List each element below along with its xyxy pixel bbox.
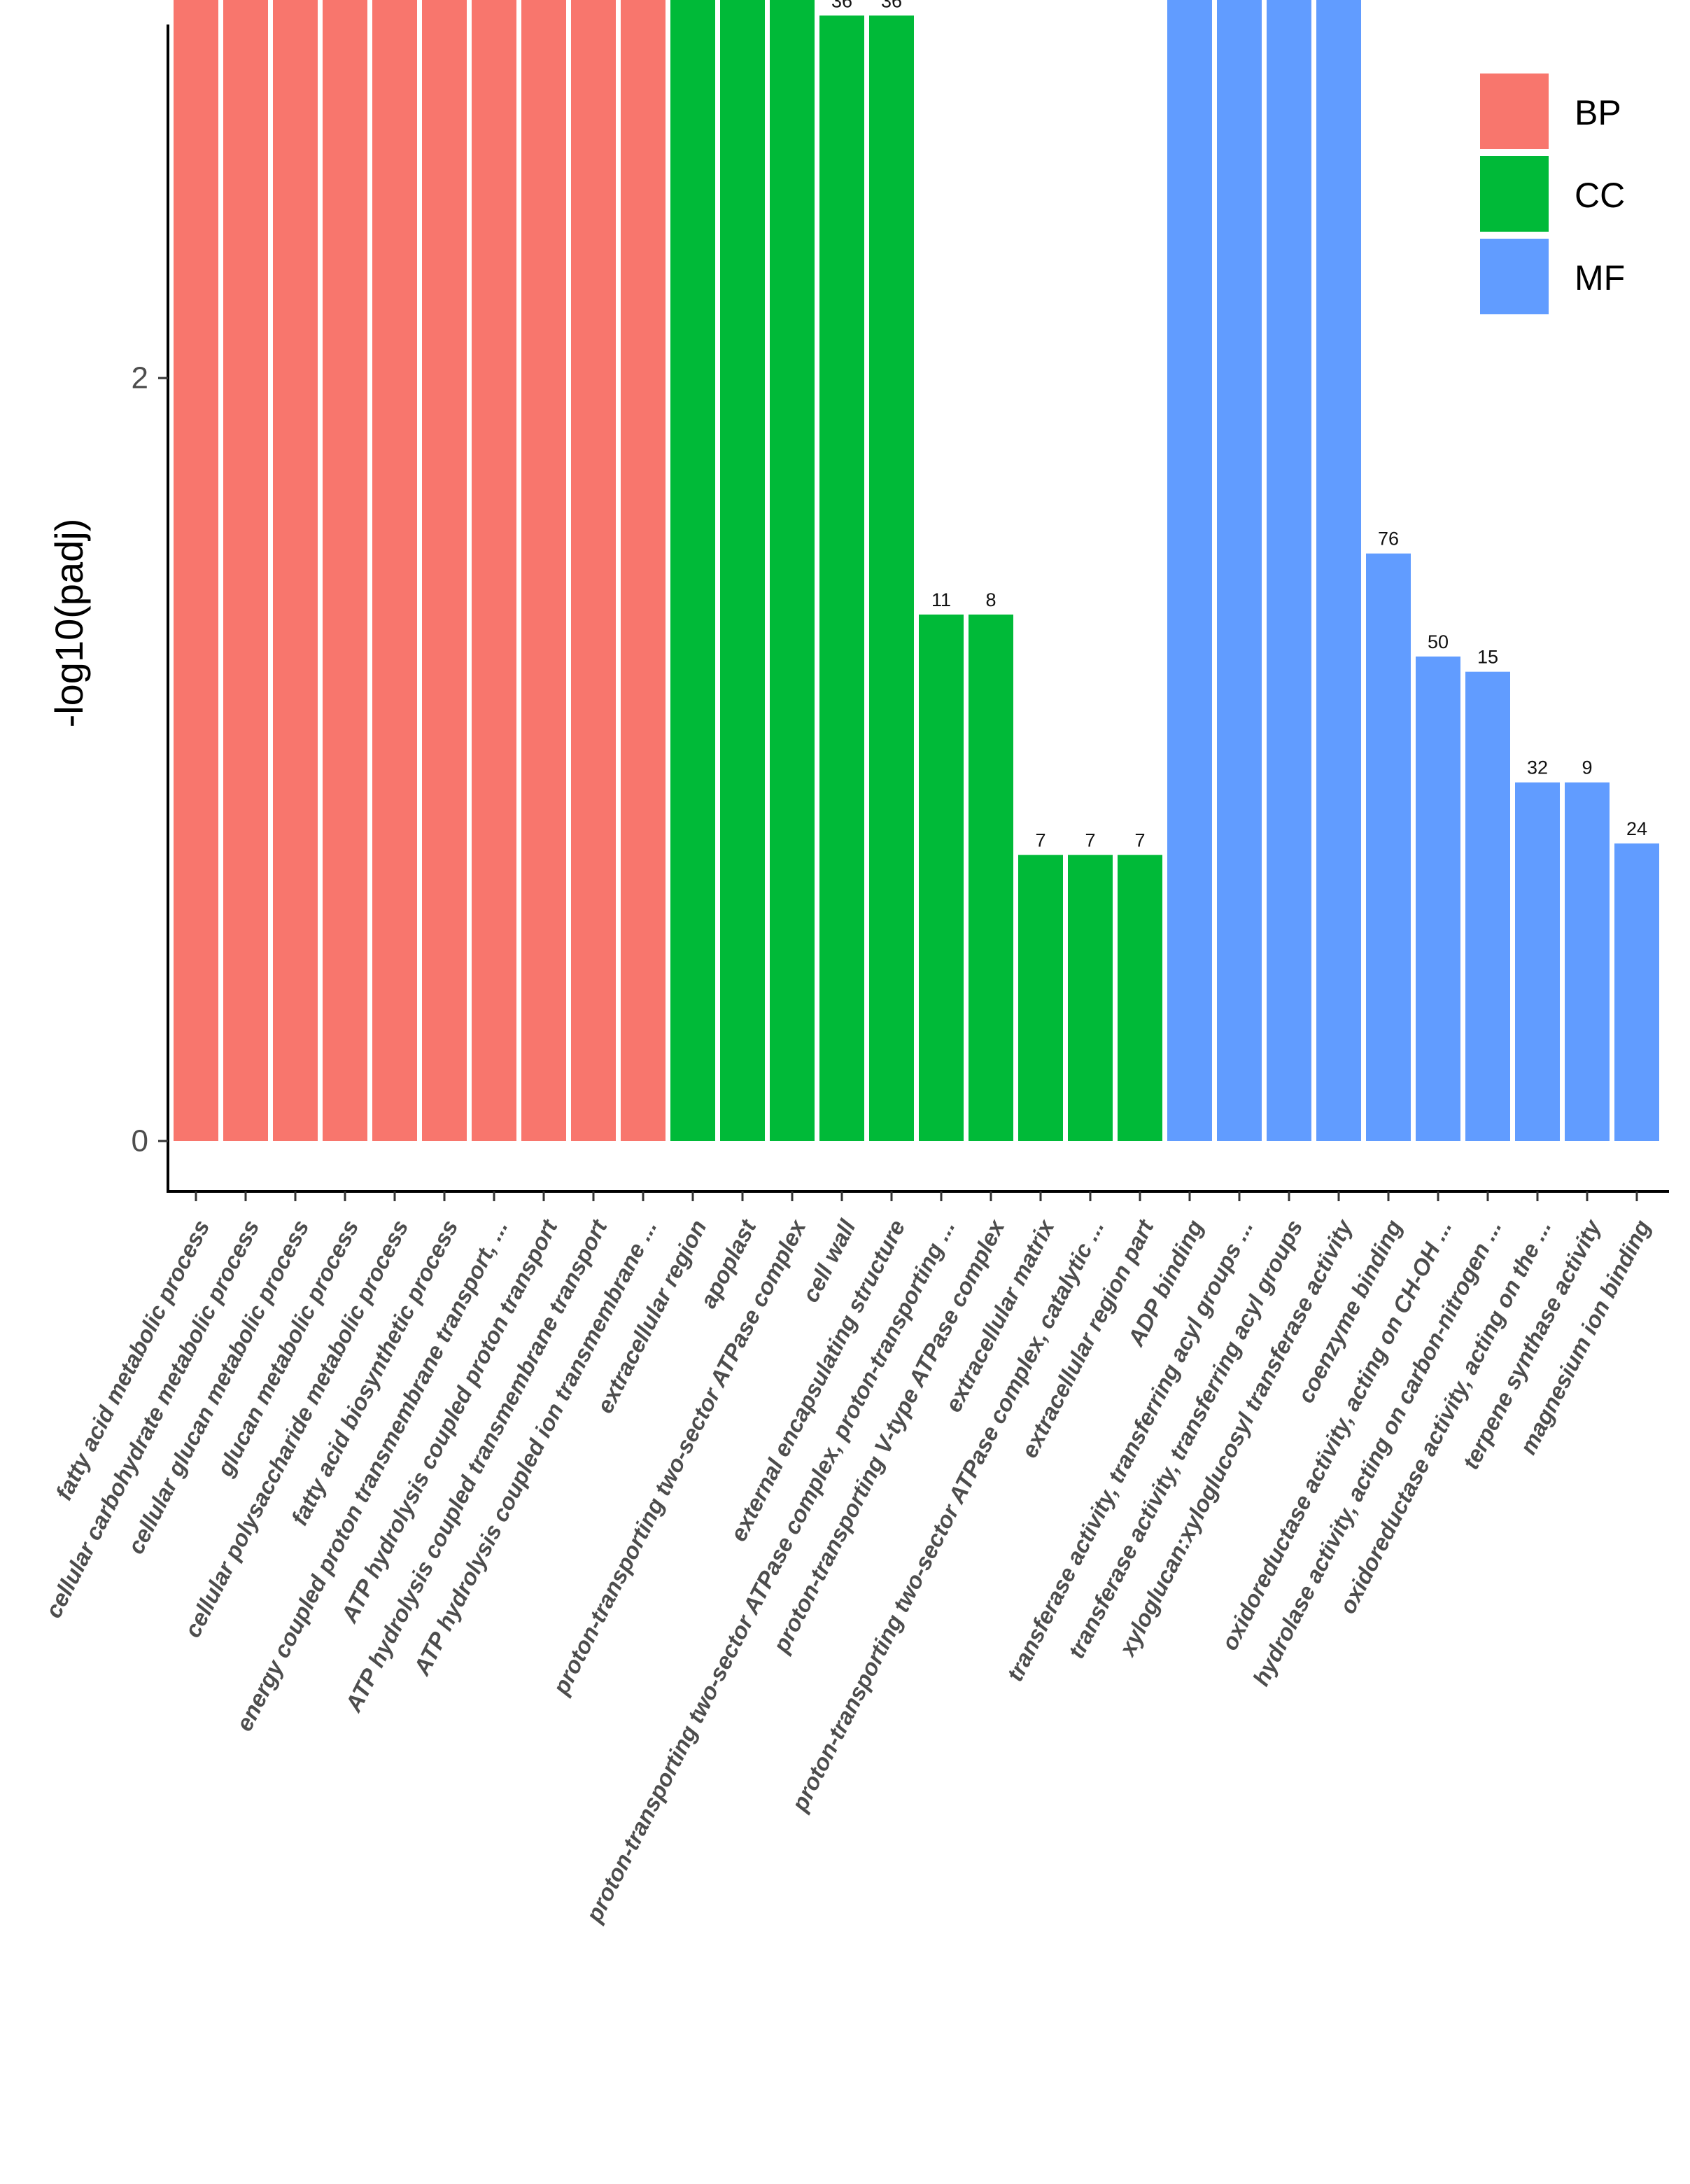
bar-11 <box>670 0 715 1141</box>
legend: BP CC MF <box>1480 74 1625 314</box>
bar-count-label: 8 <box>985 589 996 610</box>
y-axis-ticks: 024 <box>132 361 168 1158</box>
bar-5 <box>372 0 417 1142</box>
bar-3 <box>273 0 318 1142</box>
bar-23 <box>1267 0 1311 1142</box>
bar-7 <box>472 0 516 1142</box>
bar-8 <box>521 0 566 1142</box>
bar-15 <box>869 15 914 1141</box>
bar-count-label: 7 <box>1085 830 1095 850</box>
legend-label-cc: CC <box>1575 176 1625 215</box>
bar-2 <box>223 0 268 1142</box>
legend-label-mf: MF <box>1575 258 1625 298</box>
bar-10 <box>621 0 666 1142</box>
bar-24 <box>1316 0 1361 1142</box>
bar-21 <box>1167 0 1212 1142</box>
bar-17 <box>969 614 1013 1141</box>
bars-layer <box>174 0 1659 1142</box>
bar-count-label: 7 <box>1035 830 1045 850</box>
bar-count-label: 32 <box>1527 757 1548 778</box>
bar-1 <box>174 0 218 1141</box>
legend-swatch-bp <box>1480 74 1549 149</box>
bar-27 <box>1465 671 1510 1141</box>
bar-30 <box>1614 843 1659 1141</box>
bar-19 <box>1068 855 1113 1141</box>
bar-count-label: 76 <box>1378 528 1399 550</box>
bar-count-label: 11 <box>931 589 951 610</box>
bar-count-label: 36 <box>831 0 852 11</box>
legend-label-bp: BP <box>1575 93 1621 132</box>
x-tick-label: transferase activity, transferring acyl … <box>1063 1216 1308 1662</box>
y-tick-label: 2 <box>132 361 148 396</box>
bar-count-label: 7 <box>1134 830 1145 850</box>
y-axis-label: -log10(padj) <box>47 519 91 728</box>
bar-count-label: 50 <box>1428 631 1449 652</box>
bar-22 <box>1217 0 1262 1141</box>
data-labels-layer: 2858424242211616161631222036361187778569… <box>831 0 1647 850</box>
bar-26 <box>1416 656 1460 1141</box>
legend-swatch-mf <box>1480 239 1549 314</box>
bar-4 <box>323 0 367 1142</box>
bar-13 <box>770 0 815 1141</box>
bar-count-label: 15 <box>1477 647 1498 668</box>
bar-25 <box>1366 553 1411 1141</box>
bar-9 <box>571 0 616 1142</box>
bar-28 <box>1515 782 1560 1141</box>
bar-29 <box>1565 782 1610 1141</box>
bar-12 <box>720 0 765 1142</box>
bar-count-label: 9 <box>1582 757 1592 778</box>
bar-18 <box>1018 855 1063 1141</box>
bar-14 <box>819 15 864 1141</box>
bar-6 <box>422 0 467 1142</box>
bar-16 <box>919 614 964 1141</box>
y-tick-label: 0 <box>132 1124 148 1158</box>
bar-20 <box>1118 855 1162 1141</box>
bar-count-label: 24 <box>1626 818 1647 839</box>
legend-swatch-cc <box>1480 156 1549 232</box>
bar-count-label: 36 <box>881 0 902 11</box>
